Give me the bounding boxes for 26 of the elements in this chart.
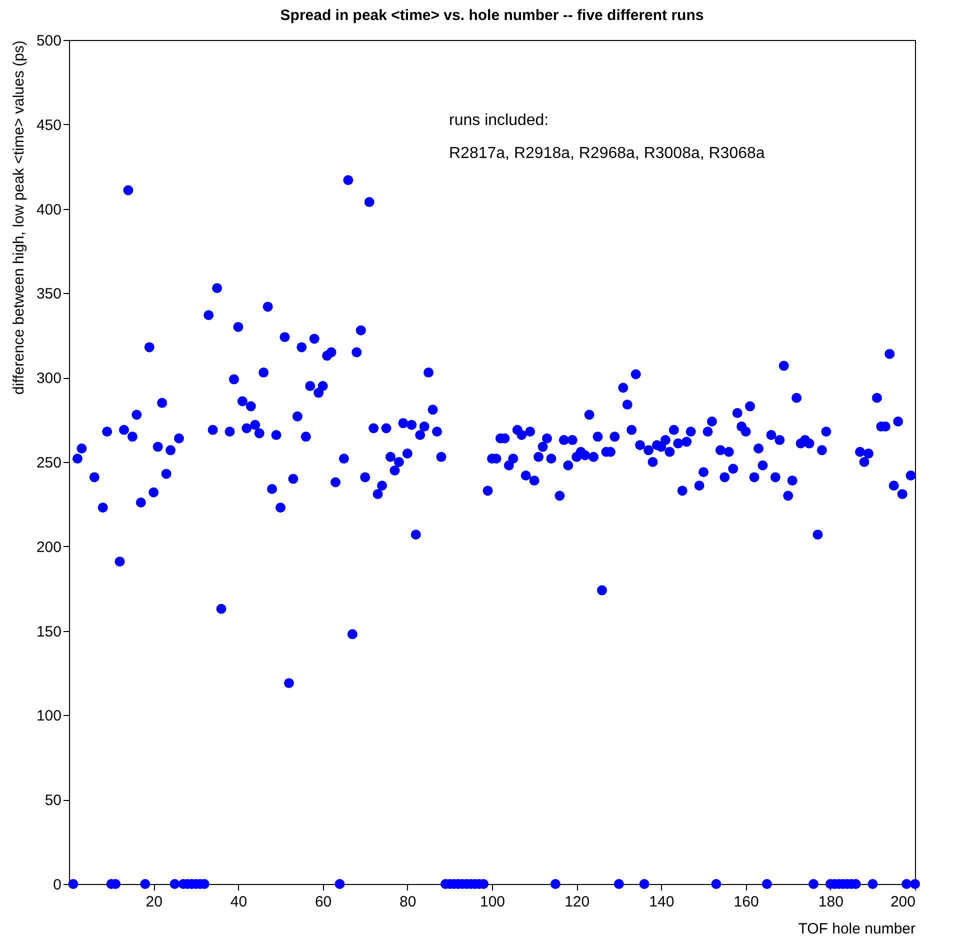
x-tick-label: 100	[480, 894, 506, 910]
y-tick-label: 100	[36, 708, 62, 725]
x-tick-label: 40	[230, 894, 248, 910]
y-tick-label: 300	[36, 370, 62, 388]
y-axis-title: difference between high, low peak <time> values (ps)	[10, 40, 28, 395]
y-tick-label: 50	[44, 792, 62, 810]
y-tick-label: 0	[53, 876, 62, 894]
x-tick-label: 160	[734, 894, 759, 910]
y-tick-label: 350	[36, 286, 62, 303]
annotation: R2817a, R2918a, R2968a, R3008a, R3068a	[449, 145, 765, 162]
y-tick-label: 500	[36, 32, 62, 50]
y-tick-label: 450	[36, 116, 62, 134]
x-tick-label: 20	[146, 894, 162, 910]
x-tick-label: 140	[649, 894, 674, 910]
y-tick-label: 150	[36, 623, 62, 640]
x-tick-label: 180	[818, 894, 844, 910]
x-axis-title: TOF hole number	[798, 920, 916, 938]
x-tick-label: 60	[314, 894, 332, 910]
x-tick-label: 80	[400, 894, 416, 910]
x-tick-label: 200	[890, 894, 916, 910]
x-tick-label: 120	[564, 894, 590, 910]
chart-title: Spread in peak <time> vs. hole number -- five different runs	[280, 7, 704, 24]
y-tick-label: 250	[36, 454, 62, 472]
y-tick-label: 400	[36, 201, 62, 218]
y-tick-label: 200	[36, 538, 62, 556]
annotation: runs included:	[449, 112, 549, 129]
